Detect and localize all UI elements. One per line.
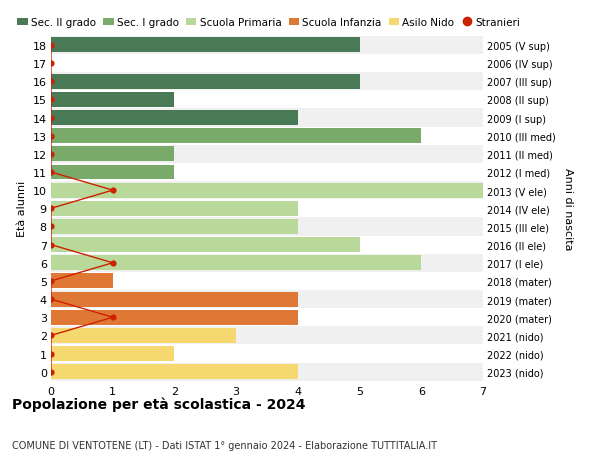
Bar <box>51 165 175 180</box>
Bar <box>51 328 236 343</box>
Bar <box>51 147 175 162</box>
Bar <box>51 73 483 91</box>
Bar <box>51 308 483 327</box>
Text: COMUNE DI VENTOTENE (LT) - Dati ISTAT 1° gennaio 2024 - Elaborazione TUTTITALIA.: COMUNE DI VENTOTENE (LT) - Dati ISTAT 1°… <box>12 440 437 450</box>
Bar <box>51 74 359 90</box>
Bar <box>51 238 359 252</box>
Bar <box>51 109 483 127</box>
Bar <box>51 182 483 200</box>
Bar <box>51 291 483 308</box>
Bar <box>51 129 421 144</box>
Bar <box>51 218 483 236</box>
Bar <box>51 292 298 307</box>
Bar <box>51 345 483 363</box>
Bar <box>51 274 113 289</box>
Bar <box>51 39 359 53</box>
Bar <box>51 363 483 381</box>
Text: Popolazione per età scolastica - 2024: Popolazione per età scolastica - 2024 <box>12 396 305 411</box>
Bar <box>51 183 483 198</box>
Bar <box>51 254 483 272</box>
Bar <box>51 310 298 325</box>
Bar <box>51 256 421 271</box>
Bar <box>51 93 175 107</box>
Bar <box>51 127 483 146</box>
Bar <box>51 272 483 291</box>
Bar <box>51 200 483 218</box>
Bar <box>51 327 483 345</box>
Y-axis label: Età alunni: Età alunni <box>17 181 27 237</box>
Bar <box>51 364 298 379</box>
Bar <box>51 91 483 109</box>
Bar <box>51 111 298 126</box>
Bar <box>51 55 483 73</box>
Bar <box>51 347 175 361</box>
Legend: Sec. II grado, Sec. I grado, Scuola Primaria, Scuola Infanzia, Asilo Nido, Stran: Sec. II grado, Sec. I grado, Scuola Prim… <box>17 18 520 28</box>
Y-axis label: Anni di nascita: Anni di nascita <box>563 168 572 250</box>
Bar <box>51 236 483 254</box>
Bar <box>51 146 483 163</box>
Bar <box>51 219 298 235</box>
Bar <box>51 163 483 182</box>
Bar <box>51 202 298 216</box>
Bar <box>51 37 483 55</box>
